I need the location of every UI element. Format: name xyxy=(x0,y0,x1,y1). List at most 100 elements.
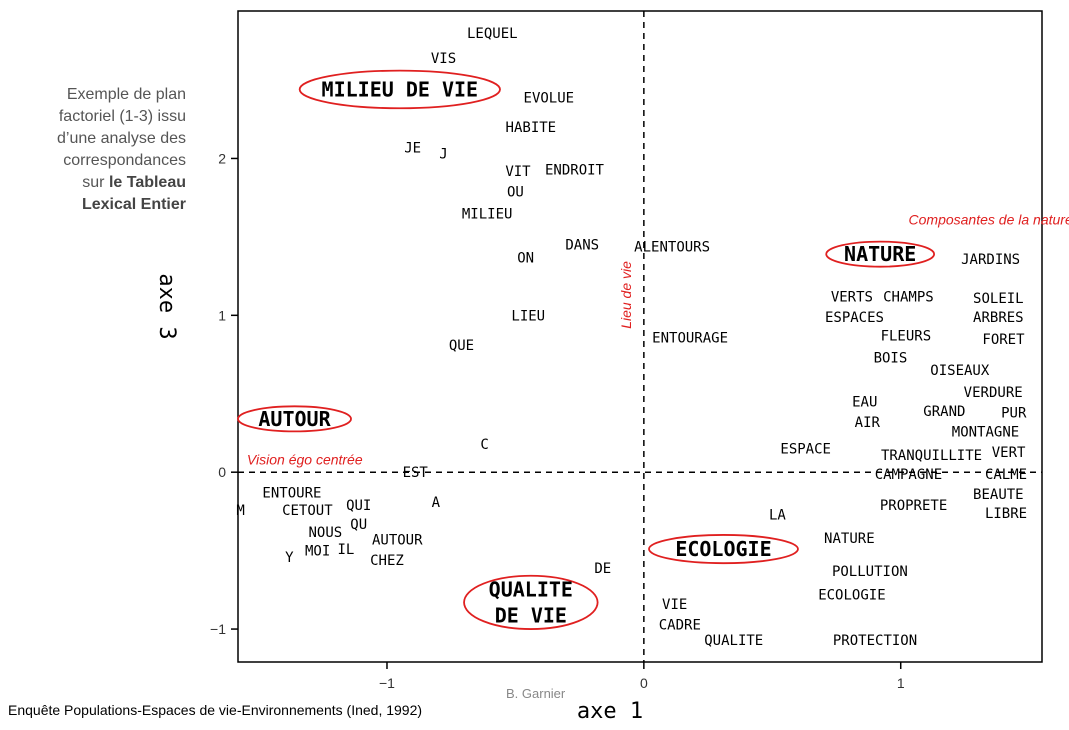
word-point: ON xyxy=(517,250,534,266)
plot-border xyxy=(237,10,1043,663)
axis-labels: axe 1 axe 3 xyxy=(154,273,643,724)
word-point: AUTOUR xyxy=(372,533,423,549)
x-tick-label: 1 xyxy=(897,675,905,691)
word-point: BOIS xyxy=(874,351,908,367)
word-point: FLEURS xyxy=(881,329,932,345)
word-point: DE xyxy=(594,561,611,577)
word-point: CETOUT xyxy=(282,503,333,519)
word-point: QUALITE xyxy=(704,633,763,649)
word-point: IL xyxy=(337,542,354,558)
word-point: CHEZ xyxy=(370,553,404,569)
word-point: CALME xyxy=(985,467,1027,483)
cluster-label: ECOLOGIE xyxy=(675,537,771,561)
cluster-ellipse xyxy=(825,240,936,268)
word-point: JE xyxy=(404,140,421,156)
word-point: VIE xyxy=(662,597,687,613)
cluster-ellipse xyxy=(237,405,352,433)
y-tick-label: 2 xyxy=(218,150,226,166)
word-point: PROTECTION xyxy=(833,633,917,649)
cluster-label: QUALITE xyxy=(489,577,573,601)
word-point: M xyxy=(236,503,244,519)
side-note: Exemple de plan factoriel (1-3) issu d’u… xyxy=(20,84,186,216)
side-note-line: Exemple de plan xyxy=(66,86,186,103)
cluster-ellipse xyxy=(298,69,501,110)
word-point: JARDINS xyxy=(961,252,1020,268)
word-point: MONTAGNE xyxy=(952,424,1019,440)
side-note-line: correspondances xyxy=(63,152,186,169)
y-tick-label: −1 xyxy=(210,621,226,637)
word-point: LIEU xyxy=(511,308,545,324)
word-point: VERDURE xyxy=(964,385,1023,401)
word-point: AIR xyxy=(855,415,881,431)
cluster-ellipse xyxy=(648,534,799,565)
word-point: Y xyxy=(285,550,294,566)
word-point: MOI xyxy=(305,544,330,560)
word-point: EST xyxy=(403,465,429,481)
word-point: QUI xyxy=(346,498,371,514)
word-point: NOUS xyxy=(308,525,342,541)
word-point: GRAND xyxy=(923,404,965,420)
word-point: EVOLUE xyxy=(524,90,575,106)
word-point: EAU xyxy=(852,395,877,411)
word-point: VERT xyxy=(992,445,1026,461)
word-point: ENTOURE xyxy=(262,486,321,502)
x-axis-label: axe 1 xyxy=(577,699,643,724)
axis-ticks: −1 0 1 −1 0 1 2 xyxy=(210,150,905,691)
word-point: OISEAUX xyxy=(930,363,990,379)
word-point: A xyxy=(432,495,441,511)
y-tick-label: 1 xyxy=(218,307,226,323)
word-point: ESPACES xyxy=(825,310,884,326)
word-point: OU xyxy=(507,184,524,200)
word-point: FORET xyxy=(982,332,1025,348)
word-point: CADRE xyxy=(659,617,701,633)
side-note-line: Lexical Entier xyxy=(20,194,186,216)
word-point: J xyxy=(439,147,447,163)
word-point: ALENTOURS xyxy=(634,239,710,255)
word-point: ENTOURAGE xyxy=(652,330,728,346)
annotations: Composantes de la nature Lieu de vie Visio… xyxy=(247,211,1069,467)
word-point: VIS xyxy=(431,51,456,67)
word-point: MILIEU xyxy=(462,206,513,222)
annotation-text: Vision égo centrée xyxy=(247,451,363,467)
cluster-label: AUTOUR xyxy=(258,407,331,431)
author-credit: B. Garnier xyxy=(506,686,566,701)
source-caption: Enquête Populations-Espaces de vie-Envir… xyxy=(8,702,423,718)
cluster-ellipse xyxy=(463,574,599,630)
side-note-line: d’une analyse des xyxy=(57,130,186,147)
word-point: LA xyxy=(769,508,786,524)
plot-frame xyxy=(237,10,1043,663)
word-point: ARBRES xyxy=(973,310,1024,326)
reference-lines xyxy=(238,11,1042,662)
annotation-text: Lieu de vie xyxy=(618,261,634,329)
side-note-bold: le Tableau xyxy=(108,174,186,191)
y-axis-label: axe 3 xyxy=(154,273,179,339)
x-tick-label: −1 xyxy=(379,675,395,691)
word-point: HABITE xyxy=(506,120,557,136)
word-point: LEQUEL xyxy=(467,26,518,42)
word-point: TRANQUILLITE xyxy=(881,448,982,464)
cluster-label: MILIEU DE VIE xyxy=(322,77,479,101)
cluster-ellipses: MILIEU DE VIE NATURE AUTOUR ECOLOGIE QUALITE… xyxy=(237,69,936,630)
cluster-label: NATURE xyxy=(844,242,916,266)
word-point: C xyxy=(480,437,488,453)
word-point: SOLEIL xyxy=(973,291,1024,307)
word-point: VIT xyxy=(505,164,531,180)
side-note-bold: Lexical Entier xyxy=(81,196,186,213)
word-point: ESPACE xyxy=(780,442,831,458)
side-note-line: sur le Tableau xyxy=(20,172,186,194)
word-point: DANS xyxy=(565,238,599,254)
annotation-text: Composantes de la nature xyxy=(909,211,1069,227)
word-point: ECOLOGIE xyxy=(818,588,885,604)
word-point: ENDROIT xyxy=(545,162,605,178)
cluster-label: DE VIE xyxy=(495,603,567,627)
word-point: CHAMPS xyxy=(883,289,934,305)
word-point: CAMPAGNE xyxy=(875,467,942,483)
word-point: LIBRE xyxy=(985,506,1027,522)
word-point: POLLUTION xyxy=(832,564,908,580)
word-point: NATURE xyxy=(824,531,875,547)
word-point: PROPRETE xyxy=(880,498,947,514)
side-note-prefix: sur xyxy=(82,174,109,191)
word-point: BEAUTE xyxy=(973,487,1024,503)
word-point: QU xyxy=(350,517,367,533)
